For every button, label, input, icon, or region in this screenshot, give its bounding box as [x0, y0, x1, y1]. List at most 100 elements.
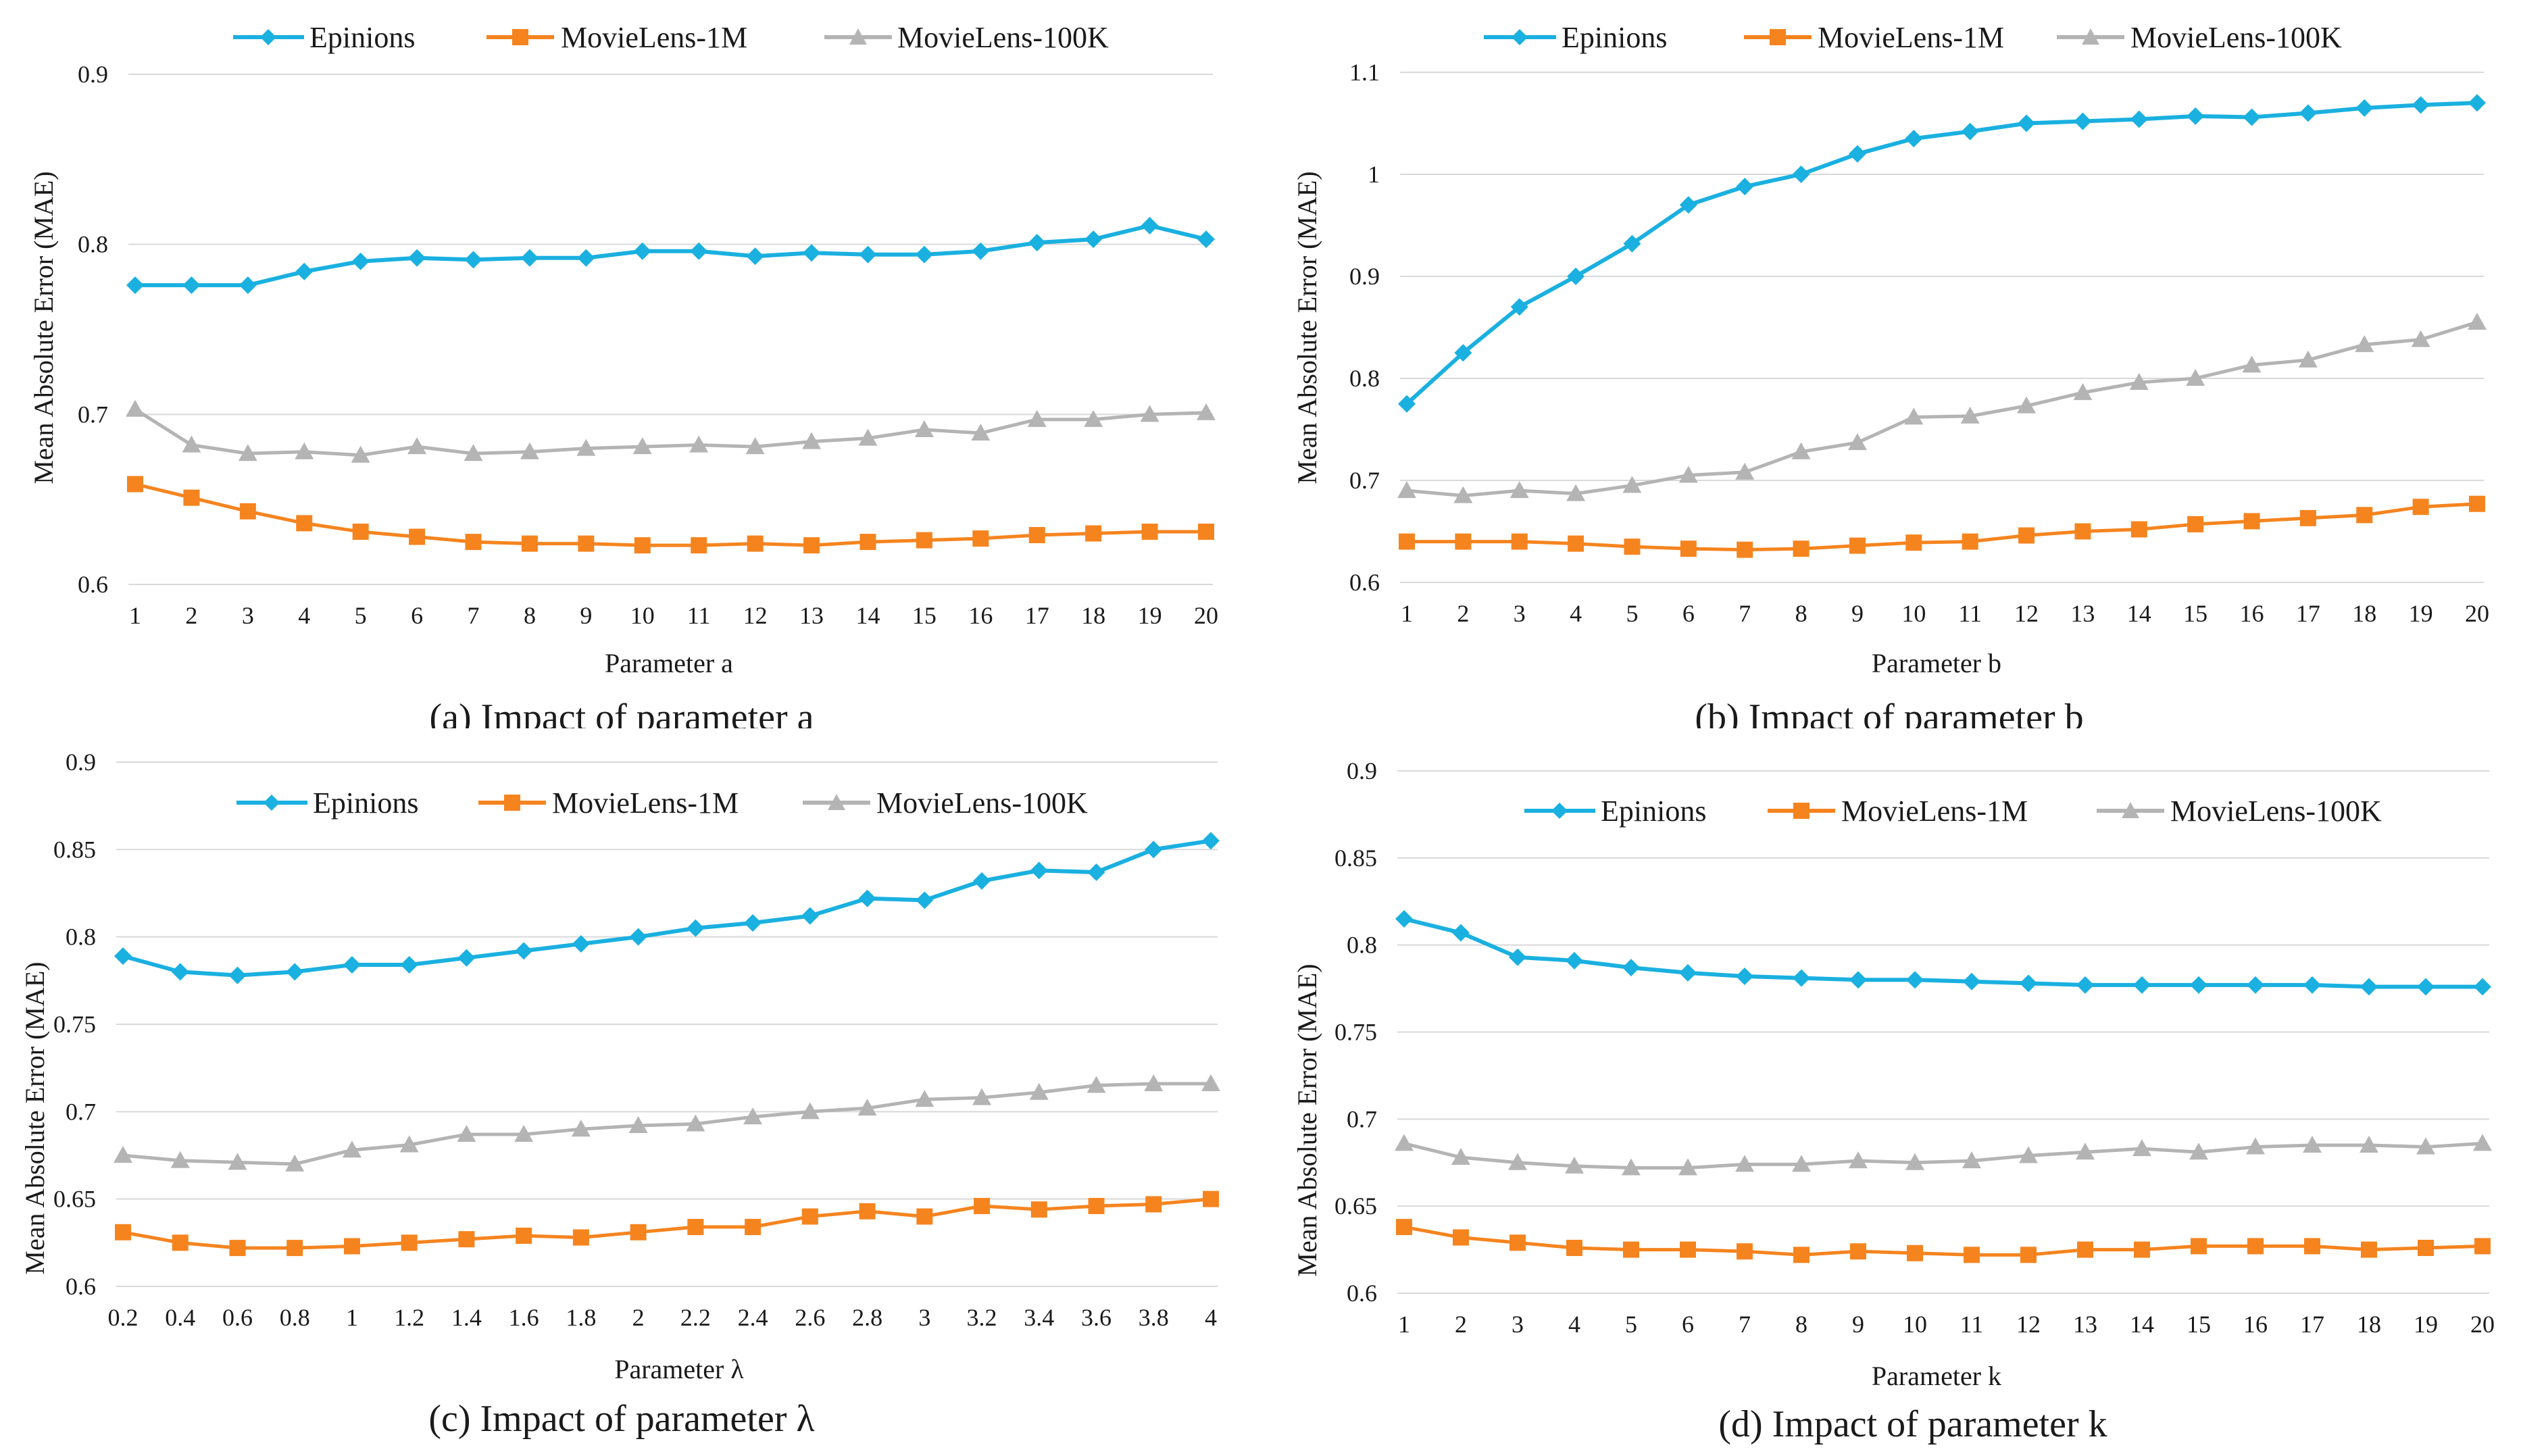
data-point-ml1m	[2018, 527, 2035, 544]
x-tick-label: 4	[1205, 1304, 1217, 1331]
data-point-ml100k	[1735, 462, 1755, 480]
data-point-ml1m	[2077, 1241, 2093, 1258]
data-point-ml1m	[2187, 516, 2204, 532]
series-line-epinions	[135, 223, 1207, 288]
x-tick-label: 13	[2070, 600, 2095, 627]
data-point-epinions	[690, 242, 708, 260]
data-point-ml1m	[2130, 521, 2147, 538]
data-point-epinions	[1141, 216, 1159, 234]
data-point-epinions	[2468, 94, 2486, 112]
data-point-ml100k	[1140, 405, 1159, 422]
legend: Epinions MovieLens-1M MovieLens-100K	[1524, 795, 2382, 828]
legend-label-ml1m: MovieLens-1M	[1841, 795, 2028, 828]
data-point-ml100k	[1453, 486, 1473, 503]
legend-marker-ml1m	[512, 29, 528, 45]
x-tick-label: 11	[687, 602, 711, 629]
data-point-ml100k	[228, 1153, 247, 1170]
data-point-epinions	[973, 872, 991, 890]
data-point-epinions	[746, 247, 764, 266]
data-point-epinions	[858, 889, 876, 907]
y-tick-label: 0.75	[1334, 1019, 1377, 1046]
x-tick-label: 6	[1682, 600, 1695, 627]
data-point-ml1m	[1511, 533, 1528, 550]
data-point-epinions	[286, 963, 304, 981]
data-point-ml1m	[2469, 495, 2485, 512]
data-point-epinions	[801, 907, 819, 925]
x-tick-label: 9	[1852, 1311, 1864, 1338]
data-point-epinions	[2133, 976, 2151, 994]
data-point-ml100k	[2017, 396, 2037, 413]
data-point-ml100k	[743, 1107, 763, 1125]
legend-label-epinions: Epinions	[1601, 795, 1706, 828]
data-point-ml100k	[1847, 433, 1867, 451]
series-line-epinions	[122, 838, 1212, 978]
legend-label-ml100k: MovieLens-100K	[2170, 795, 2382, 828]
y-tick-label: 0.9	[1349, 263, 1380, 290]
series-ml1m	[1399, 495, 2485, 558]
data-point-ml1m	[286, 1240, 303, 1257]
data-point-epinions	[2243, 108, 2261, 126]
data-point-epinions	[1202, 832, 1220, 850]
data-point-ml100k	[2129, 373, 2149, 391]
x-tick-label: 5	[355, 602, 367, 629]
chart-caption: (d) Impact of parameter k	[1718, 1403, 2107, 1445]
data-point-ml100k	[2303, 1135, 2322, 1153]
data-point-epinions	[2018, 114, 2036, 132]
x-tick-label: 20	[2470, 1311, 2495, 1338]
x-tick-label: 2	[632, 1304, 645, 1331]
data-point-epinions	[295, 262, 314, 280]
data-point-ml100k	[972, 1088, 992, 1105]
x-tick-label: 6	[411, 602, 423, 629]
data-point-epinions	[629, 928, 647, 946]
data-point-epinions	[744, 913, 762, 932]
x-tick-label: 2.8	[852, 1304, 882, 1331]
x-tick-label: 10	[630, 602, 655, 629]
data-point-ml1m	[343, 1238, 360, 1255]
y-tick-labels: 0.6 0.65 0.7 0.75 0.8 0.85 0.9	[1334, 757, 1377, 1307]
data-point-ml1m	[691, 537, 707, 554]
x-tick-label: 14	[2130, 1311, 2154, 1338]
y-tick-label: 0.85	[53, 836, 96, 863]
data-point-ml1m	[2243, 513, 2260, 530]
data-point-ml1m	[1907, 1245, 1923, 1261]
legend-marker-ml1m	[1793, 803, 1809, 819]
series-line-ml100k	[134, 407, 1207, 457]
series-line-ml1m	[1407, 502, 2478, 552]
data-point-ml1m	[1455, 533, 1472, 550]
data-point-ml100k	[576, 438, 596, 456]
data-point-ml100k	[2360, 1135, 2378, 1153]
x-tick-label: 1	[1398, 1311, 1410, 1338]
data-point-ml100k	[2076, 1143, 2095, 1160]
data-point-ml100k	[915, 1090, 934, 1107]
data-point-epinions	[1030, 861, 1048, 880]
x-tick-label: 3	[918, 1304, 930, 1331]
legend-marker-ml1m	[1770, 29, 1786, 45]
data-point-ml1m	[1085, 525, 1102, 542]
data-point-ml1m	[745, 1219, 762, 1236]
series-line-epinions	[1403, 917, 2482, 989]
data-point-epinions	[572, 935, 590, 953]
y-tick-label: 0.65	[53, 1186, 96, 1213]
data-point-epinions	[400, 956, 418, 974]
x-tick-label: 19	[1138, 602, 1162, 629]
x-tick-label: 12	[743, 602, 768, 629]
x-tick-label: 0.6	[222, 1304, 253, 1331]
y-tick-label: 0.9	[1347, 757, 1377, 784]
data-point-ml1m	[172, 1234, 189, 1251]
data-point-ml1m	[1198, 523, 1214, 540]
series-ml100k	[126, 399, 1216, 463]
data-point-ml1m	[409, 528, 426, 545]
data-point-ml1m	[1028, 527, 1045, 544]
data-point-ml1m	[516, 1227, 532, 1244]
data-point-ml100k	[1451, 1148, 1470, 1165]
data-point-ml1m	[1680, 541, 1697, 557]
data-point-ml1m	[2247, 1238, 2264, 1255]
y-tick-label: 0.65	[1334, 1193, 1377, 1220]
data-point-ml1m	[239, 503, 256, 520]
data-point-epinions	[2417, 978, 2435, 996]
legend-marker-epinions	[260, 29, 276, 45]
x-tick-label: 16	[2240, 600, 2264, 627]
data-point-ml100k	[745, 437, 765, 455]
x-tick-label: 2	[1457, 600, 1469, 627]
series	[114, 832, 1220, 1257]
